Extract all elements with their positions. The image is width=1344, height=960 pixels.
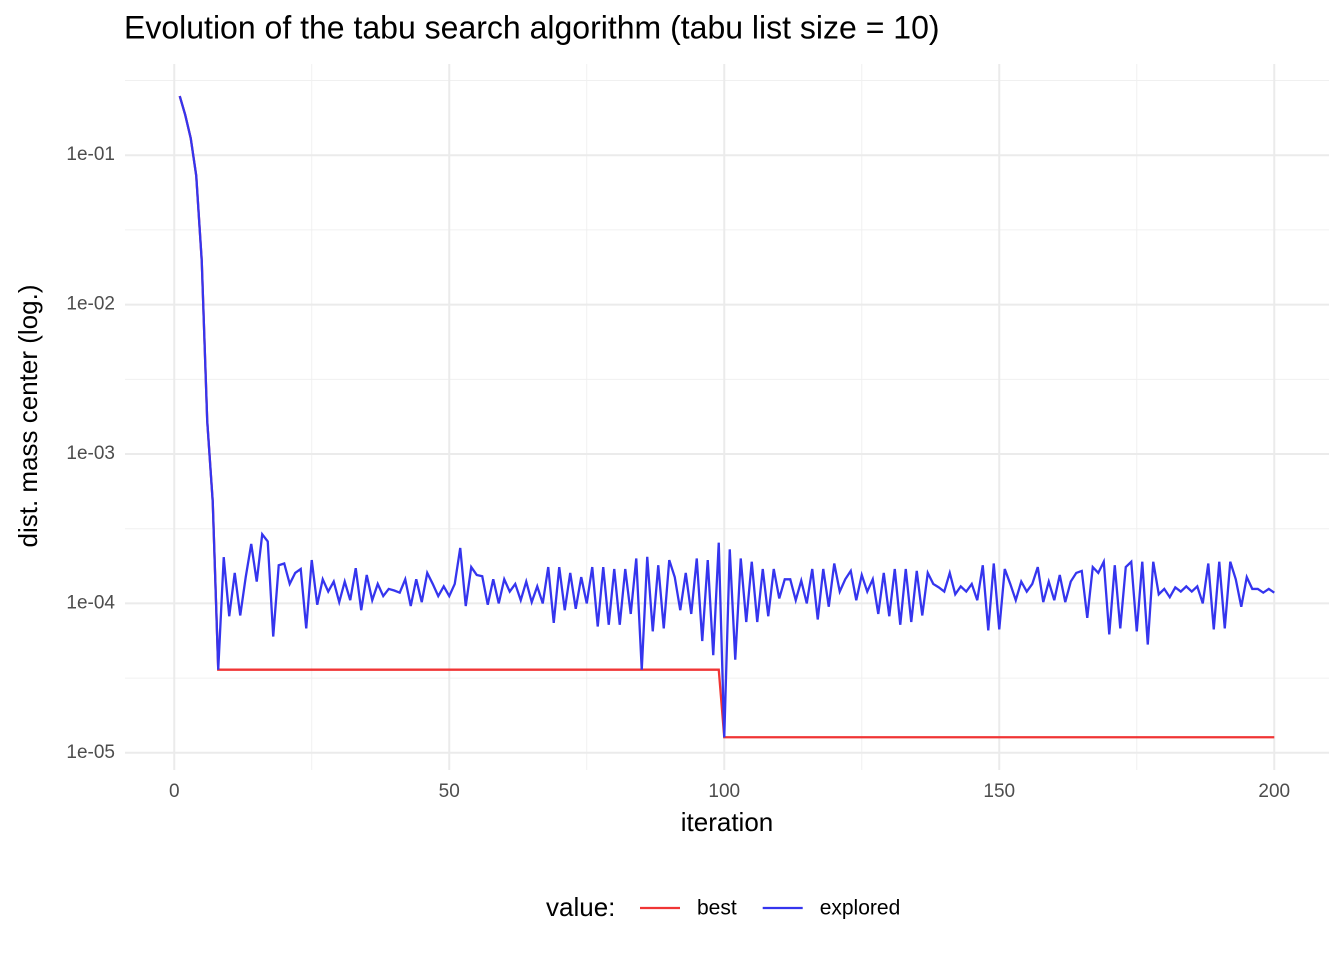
x-tick-label: 0 [169, 781, 180, 802]
x-tick-label: 100 [708, 781, 740, 802]
series-line [178, 95, 1275, 738]
y-tick-label: 1e-05 [66, 742, 115, 763]
x-tick-label: 150 [983, 781, 1015, 802]
chart-title: Evolution of the tabu search algorithm (… [124, 9, 940, 45]
y-tick-label: 1e-02 [66, 294, 115, 315]
series-line [178, 95, 1275, 739]
y-tick-label: 1e-03 [66, 443, 115, 464]
y-tick-label: 1e-04 [66, 592, 115, 613]
legend-label: explored [820, 897, 901, 920]
x-tick-label: 200 [1258, 781, 1290, 802]
y-tick-label: 1e-01 [66, 144, 115, 165]
x-axis-label: iteration [681, 807, 774, 837]
x-tick-label: 50 [439, 781, 460, 802]
legend-title: value: [546, 892, 615, 922]
legend-label: best [697, 897, 737, 920]
y-axis-label: dist. mass center (log.) [13, 285, 43, 548]
